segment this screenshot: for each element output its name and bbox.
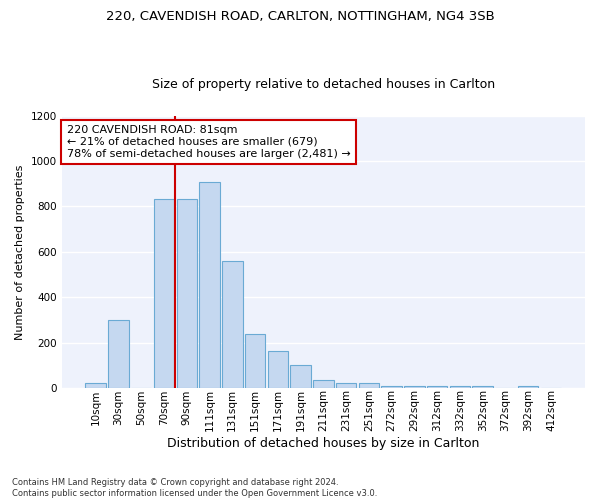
Bar (359, 384, 379, 388)
Bar (427, 386, 448, 388)
Bar (222, 261, 242, 388)
Bar (449, 386, 470, 388)
Bar (268, 350, 288, 388)
Text: 220 CAVENDISH ROAD: 81sqm
← 21% of detached houses are smaller (679)
78% of semi: 220 CAVENDISH ROAD: 81sqm ← 21% of detac… (67, 126, 350, 158)
Bar (154, 198, 174, 388)
Bar (472, 386, 493, 388)
Bar (108, 320, 129, 388)
Bar (313, 380, 334, 388)
Title: Size of property relative to detached houses in Carlton: Size of property relative to detached ho… (152, 78, 495, 91)
X-axis label: Distribution of detached houses by size in Carlton: Distribution of detached houses by size … (167, 437, 479, 450)
Bar (85, 384, 106, 388)
Text: 220, CAVENDISH ROAD, CARLTON, NOTTINGHAM, NG4 3SB: 220, CAVENDISH ROAD, CARLTON, NOTTINGHAM… (106, 10, 494, 23)
Bar (290, 366, 311, 388)
Bar (336, 384, 356, 388)
Bar (404, 386, 425, 388)
Text: Contains HM Land Registry data © Crown copyright and database right 2024.
Contai: Contains HM Land Registry data © Crown c… (12, 478, 377, 498)
Bar (176, 198, 197, 388)
Bar (199, 182, 220, 388)
Bar (382, 386, 402, 388)
Bar (245, 334, 265, 388)
Bar (518, 386, 538, 388)
Y-axis label: Number of detached properties: Number of detached properties (15, 164, 25, 340)
